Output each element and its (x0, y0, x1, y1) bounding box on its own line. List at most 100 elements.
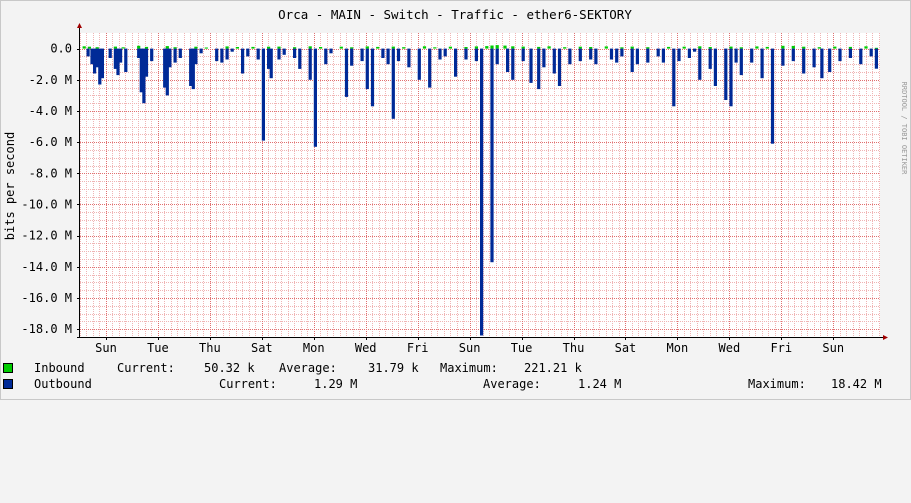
x-tick-label: Mon (303, 341, 325, 355)
outbound-bar (108, 48, 112, 58)
inbound-bar (376, 46, 380, 49)
y-tick-label: -8.0 M (29, 166, 72, 180)
inbound-bar (708, 47, 712, 49)
inbound-bar (485, 46, 489, 49)
inbound-bar (646, 47, 650, 49)
y-tick-label: -10.0 M (21, 197, 72, 211)
inbound-bar (277, 46, 281, 49)
outbound-bar (724, 48, 728, 100)
inbound-bar (537, 46, 541, 49)
inbound-bar (511, 46, 515, 49)
outbound-bar (324, 48, 328, 65)
x-tick-label: Tue (147, 341, 169, 355)
outbound-bar (454, 48, 458, 77)
outbound-bar (150, 48, 154, 62)
outbound-bar (646, 48, 650, 63)
inbound-current-label: Current: (117, 361, 175, 375)
outbound-bar (98, 48, 102, 85)
outbound-bar (113, 48, 117, 69)
inbound-bar (682, 46, 686, 49)
outbound-bar (635, 48, 639, 65)
outbound-bar (417, 48, 421, 80)
inbound-bar (833, 46, 837, 49)
outbound-bar (391, 48, 395, 119)
inbound-bar (95, 47, 99, 49)
outbound-bar (261, 48, 265, 141)
inbound-current-value: 50.32 k (204, 361, 255, 375)
x-tick-label: Sat (615, 341, 637, 355)
outbound-bar (568, 48, 572, 65)
outbound-bar (495, 48, 499, 65)
y-tick-label: -12.0 M (21, 229, 72, 243)
outbound-bar (750, 48, 754, 63)
inbound-bar (433, 47, 437, 49)
outbound-bar (165, 48, 169, 96)
y-tick-label: -14.0 M (21, 260, 72, 274)
inbound-bar (848, 46, 852, 49)
outbound-bar (178, 48, 182, 58)
inbound-bar (667, 46, 671, 49)
outbound-bar (820, 48, 824, 79)
inbound-bar (422, 46, 427, 49)
outbound-bar (869, 48, 873, 57)
outbound-bar (220, 48, 224, 63)
inbound-bar (293, 47, 297, 49)
outbound-bar (791, 48, 795, 62)
outbound-bar (760, 48, 764, 79)
outbound-bar (163, 48, 167, 88)
outbound-bar (298, 48, 302, 69)
y-tick-label: -18.0 M (21, 322, 72, 336)
outbound-bar (828, 48, 832, 72)
outbound-label: Outbound (34, 377, 92, 391)
outbound-bar (557, 48, 562, 86)
outbound-bar (344, 48, 349, 97)
inbound-bar (547, 46, 551, 49)
outbound-bar (173, 48, 177, 63)
x-tick-label: Sun (459, 341, 481, 355)
inbound-bar (495, 45, 499, 49)
outbound-bar (95, 48, 99, 68)
x-tick-label: Sat (251, 341, 273, 355)
inbound-bar (235, 47, 239, 49)
outbound-bar (630, 48, 634, 72)
outbound-bar (713, 48, 717, 86)
x-tick-label: Fri (407, 341, 429, 355)
outbound-bar (86, 48, 90, 57)
y-tick-label: -6.0 M (29, 135, 72, 149)
outbound-bar (739, 48, 743, 76)
inbound-bar (365, 46, 369, 49)
outbound-bar (661, 48, 665, 63)
inbound-bar (225, 46, 229, 49)
inbound-swatch (3, 363, 13, 373)
outbound-bar (277, 48, 281, 60)
rrdtool-watermark: RRDTOOL / TOBI OETIKER (900, 82, 908, 176)
y-axis-arrow (77, 23, 82, 28)
outbound-bar (230, 48, 234, 52)
x-tick-label: Wed (355, 341, 377, 355)
outbound-bar (225, 48, 229, 60)
outbound-bar (119, 48, 123, 63)
outbound-bar (480, 48, 484, 336)
outbound-bar (139, 48, 143, 93)
outbound-bar (609, 48, 614, 60)
outbound-bar (256, 48, 260, 60)
outbound-bar (589, 48, 593, 60)
outbound-bar (381, 48, 385, 58)
outbound-bar (443, 48, 447, 57)
outbound-bar (168, 48, 172, 68)
outbound-bar (313, 48, 317, 147)
inbound-bar (791, 45, 795, 49)
outbound-current-value: 1.29 M (314, 377, 358, 391)
x-tick-label: Sun (822, 341, 844, 355)
x-tick-label: Fri (770, 341, 792, 355)
outbound-bar (350, 48, 354, 66)
outbound-bar (370, 48, 375, 107)
outbound-bar (194, 48, 198, 65)
inbound-bar (448, 46, 452, 49)
inbound-bar (173, 47, 177, 49)
outbound-bar (859, 48, 863, 65)
outbound-bar (267, 48, 271, 69)
outbound-bar (189, 48, 193, 86)
outbound-bar (329, 48, 333, 54)
outbound-bar (677, 48, 681, 62)
